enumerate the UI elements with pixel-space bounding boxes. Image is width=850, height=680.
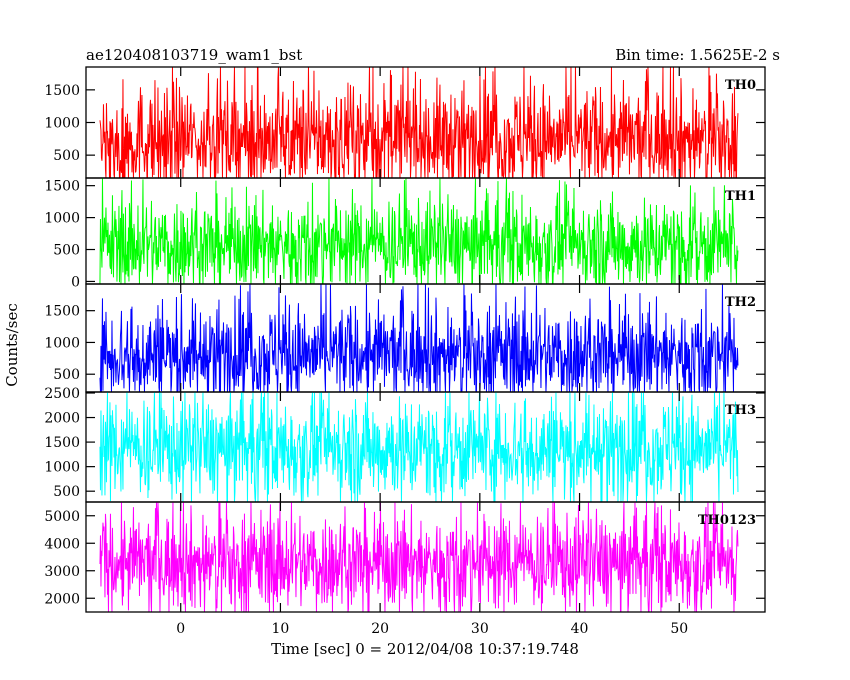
y-tick-label: 1500 [44,179,80,195]
y-tick-label: 5000 [44,509,80,525]
y-tick-label: 1500 [44,83,80,99]
panels: 500 1000 1500 TH0 0 500 1000 1500 TH1 500 1000 1500… [44,66,766,613]
x-axis-title: Time [sec] 0 = 2012/04/08 10:37:19.748 [271,640,579,658]
series-th3 [99,392,739,502]
y-tick-label: 0 [71,274,80,290]
panel-th1: 0 500 1000 1500 TH1 [44,177,766,290]
y-tick-label: 1000 [44,335,80,351]
x-axis: 0 10 20 30 40 50 [176,621,688,637]
panel-th0: 500 1000 1500 TH0 [44,66,766,179]
x-tick-label: 50 [670,621,688,637]
y-tick-label: 2000 [44,411,80,427]
panel-label: TH1 [725,189,756,204]
y-tick-label: 1500 [44,304,80,320]
chart-title-right: Bin time: 1.5625E-2 s [615,46,780,64]
series-th0 [99,67,739,178]
panel-th0123: 2000 3000 4000 5000 TH0123 [44,501,766,613]
y-tick-label: 2500 [44,386,80,402]
y-tick-label: 1000 [44,460,80,476]
y-tick-label: 3000 [44,564,80,580]
panel-th2: 500 1000 1500 TH2 [44,283,766,393]
y-tick-label: 4000 [44,536,80,552]
panel-label: TH0 [725,78,756,93]
x-tick-label: 10 [272,621,290,637]
series-th2 [99,284,739,392]
panel-frame [85,501,766,613]
y-tick-label: 1000 [44,211,80,227]
x-tick-label: 30 [471,621,489,637]
y-axis-title: Counts/sec [3,303,21,387]
x-tick-label: 20 [371,621,389,637]
y-tick-label: 500 [53,367,80,383]
series-th0123 [99,502,739,612]
chart-title-left: ae120408103719_wam1_bst [86,46,302,64]
panel-label: TH0123 [698,513,756,528]
x-tick-label: 40 [571,621,589,637]
y-tick-label: 1000 [44,116,80,132]
y-tick-label: 1500 [44,435,80,451]
panel-label: TH3 [725,403,756,418]
y-tick-label: 2000 [44,591,80,607]
y-tick-label: 500 [53,484,80,500]
panel-th3: 500 1000 1500 2000 2500 TH3 [44,386,766,503]
series-th1 [99,178,739,284]
y-tick-label: 500 [53,243,80,259]
x-tick-label: 0 [176,621,185,637]
panel-label: TH2 [725,295,756,310]
y-tick-label: 500 [53,148,80,164]
